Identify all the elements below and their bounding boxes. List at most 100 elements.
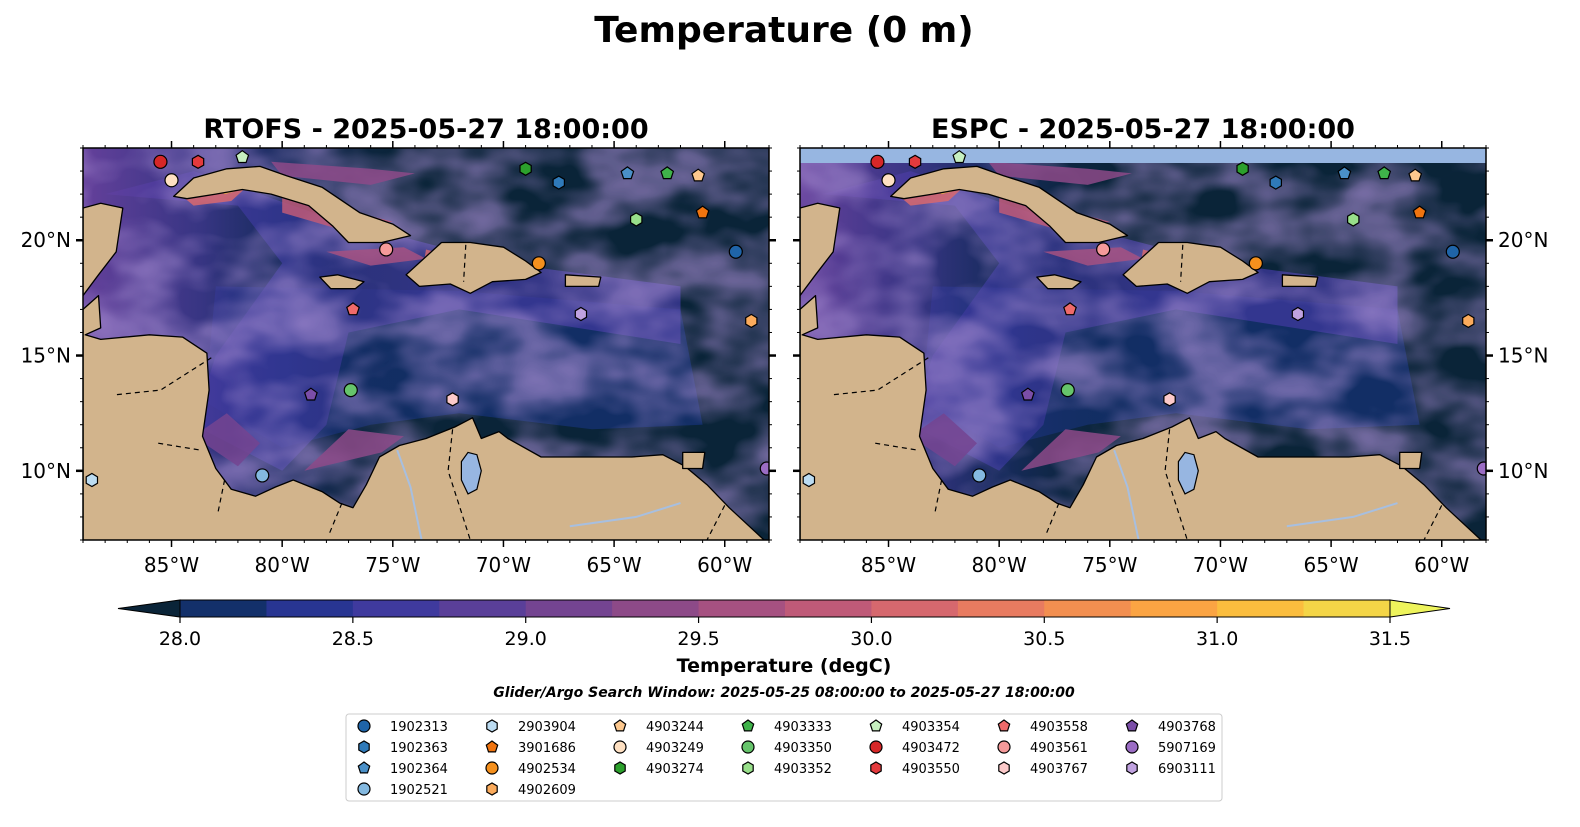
marker-4903768: [1020, 387, 1035, 401]
legend-marker-4903767: [998, 761, 1010, 775]
colorbar-label: Temperature (degC): [677, 655, 892, 677]
legend-label: 4903249: [646, 741, 704, 756]
warm-patch: [326, 247, 426, 266]
land-cuba: [890, 165, 1129, 244]
x-tick-label: 85°W: [144, 553, 199, 577]
legend-label: 1902313: [390, 720, 448, 735]
marker-2903904: [802, 472, 816, 488]
x-tick-label: 75°W: [365, 553, 420, 577]
legend-marker-4903249: [613, 740, 627, 754]
marker-4903767: [1163, 392, 1176, 407]
marker-4903767: [446, 392, 459, 407]
land-yucatan: [83, 202, 124, 297]
country-border: [158, 442, 201, 451]
colorbar-bin: [871, 600, 959, 617]
marker-4903274: [1236, 161, 1249, 176]
colorbar-bin: [266, 600, 354, 617]
colorbar-bin: [1044, 600, 1132, 617]
country-border: [1164, 429, 1188, 540]
colorbar-frame: [179, 599, 1391, 618]
x-tick-label: 70°W: [476, 553, 531, 577]
marker-4903354: [235, 149, 250, 164]
colorbar-tick-label: 30.5: [1023, 628, 1065, 650]
colorbar-tick-label: 28.5: [332, 628, 374, 650]
x-tick-label: 60°W: [1414, 553, 1469, 577]
colorbar-bin: [785, 600, 872, 617]
marker-1902313: [1445, 244, 1460, 259]
marker-4903561: [379, 242, 394, 257]
colorbar-bin: [352, 600, 440, 617]
marker-1902313: [728, 244, 743, 259]
legend-marker-4903274: [614, 761, 626, 775]
x-tick-label: 70°W: [1193, 553, 1248, 577]
legend-marker-4903333: [741, 719, 755, 732]
legend-marker-2903904: [486, 719, 498, 733]
marker-4903333: [1377, 166, 1392, 180]
marker-4902609: [745, 313, 758, 329]
legend-marker-5907169: [1125, 740, 1139, 754]
legend-label: 4903558: [1030, 720, 1088, 735]
marker-3901686: [1412, 205, 1427, 219]
panel-title: RTOFS - 2025-05-27 18:00:00: [203, 114, 648, 145]
warm-patch: [271, 161, 415, 185]
marker-4903249: [881, 173, 896, 188]
legend-label: 4902609: [518, 783, 576, 798]
legend-marker-3901686: [485, 740, 499, 753]
legend-marker-4903352: [742, 761, 754, 775]
marker-4902609: [1462, 313, 1475, 329]
legend-label: 4903352: [774, 762, 832, 777]
x-tick-label: 60°W: [697, 553, 752, 577]
y-tick-label: 10°N: [1498, 459, 1548, 483]
legend-marker-4903472: [869, 740, 883, 754]
legend-marker-1902521: [357, 782, 371, 796]
country-border: [328, 502, 343, 536]
legend-label: 5907169: [1158, 741, 1216, 756]
legend-marker-1902363: [358, 740, 370, 754]
land-hispaniola: [405, 241, 542, 294]
y-tick-label: 10°N: [21, 459, 71, 483]
colorbar-tick-label: 31.5: [1369, 628, 1411, 650]
lake-maracaibo: [460, 451, 482, 495]
river: [396, 449, 423, 540]
marker-4903244: [691, 168, 706, 182]
legend-label: 4903244: [646, 720, 704, 735]
warm-patch: [304, 429, 404, 471]
legend-label: 4903767: [1030, 762, 1088, 777]
marker-1902521: [972, 468, 987, 483]
legend-marker-4903768: [1125, 719, 1139, 732]
marker-4902534: [1248, 256, 1263, 271]
legend-marker-4903350: [741, 740, 755, 754]
legend-label: 4903561: [1030, 741, 1088, 756]
legend-marker-4902534: [485, 761, 499, 775]
legend-marker-4903244: [613, 719, 627, 732]
x-tick-label: 85°W: [861, 553, 916, 577]
search-window-text: Glider/Argo Search Window: 2025-05-25 08…: [493, 685, 1075, 701]
colorbar-bin: [525, 600, 613, 617]
marker-4903274: [519, 161, 532, 176]
legend-label: 1902521: [390, 783, 448, 798]
legend-label: 6903111: [1158, 762, 1216, 777]
colorbar-bin: [612, 600, 700, 617]
legend-label: 2903904: [518, 720, 576, 735]
colorbar-tick-label: 30.0: [850, 628, 892, 650]
legend-label: 4903768: [1158, 720, 1216, 735]
marker-4903352: [629, 212, 643, 227]
legend-label: 4903350: [774, 741, 832, 756]
marker-1902363: [1269, 175, 1283, 190]
land-hispaniola: [1122, 241, 1259, 294]
land-jamaica: [319, 274, 365, 290]
marker-1902364: [1337, 166, 1352, 180]
marker-4903244: [1408, 168, 1423, 182]
figure-title: Temperature (0 m): [594, 10, 973, 51]
country-border: [447, 429, 471, 540]
colorbar-extend-low: [117, 599, 181, 618]
panel-frame: [799, 147, 1487, 541]
marker-4903350: [1060, 383, 1075, 398]
country-border: [1423, 505, 1443, 540]
y-tick-label: 15°N: [21, 344, 71, 368]
marker-6903111: [574, 306, 588, 322]
land-jamaica: [1036, 274, 1082, 290]
marker-4903472: [870, 154, 885, 169]
colorbar-bin: [439, 600, 527, 617]
